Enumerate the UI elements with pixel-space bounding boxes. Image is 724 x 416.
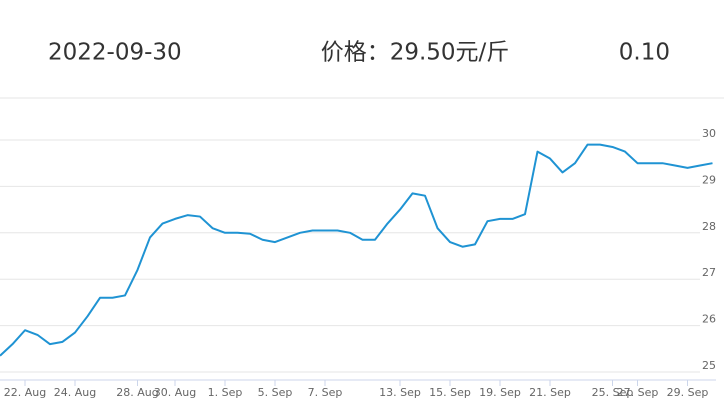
x-tick-label: 15. Sep (429, 386, 471, 399)
date: 2022-09-30 (48, 40, 182, 66)
x-tick-label: 25. Sep (592, 386, 634, 399)
x-tick-label: 29. Sep (667, 386, 709, 399)
x-tick-label: 30. Aug (154, 386, 196, 399)
y-tick-label: 26 (702, 313, 716, 326)
x-tick-label: 5. Sep (258, 386, 293, 399)
y-tick-label: 30 (702, 127, 716, 140)
x-tick-label: 27. Sep (617, 386, 659, 399)
y-tick-label: 29 (702, 173, 716, 186)
y-tick-label: 27 (702, 266, 716, 279)
x-tick-label: 21. Sep (529, 386, 571, 399)
x-tick-label: 22. Aug (4, 386, 46, 399)
y-tick-label: 25 (702, 359, 716, 372)
price-line (0, 143, 713, 357)
x-tick-label: 13. Sep (379, 386, 421, 399)
x-tick-label: 28. Aug (116, 386, 158, 399)
price: 价格：29.50元/斤 (321, 40, 510, 66)
x-tick-label: 1. Sep (208, 386, 243, 399)
change: 0.10 (619, 40, 670, 66)
x-tick-label: 19. Sep (479, 386, 521, 399)
x-tick-label: 24. Aug (54, 386, 96, 399)
x-tick-label: 7. Sep (308, 386, 343, 399)
y-tick-label: 28 (702, 220, 716, 233)
